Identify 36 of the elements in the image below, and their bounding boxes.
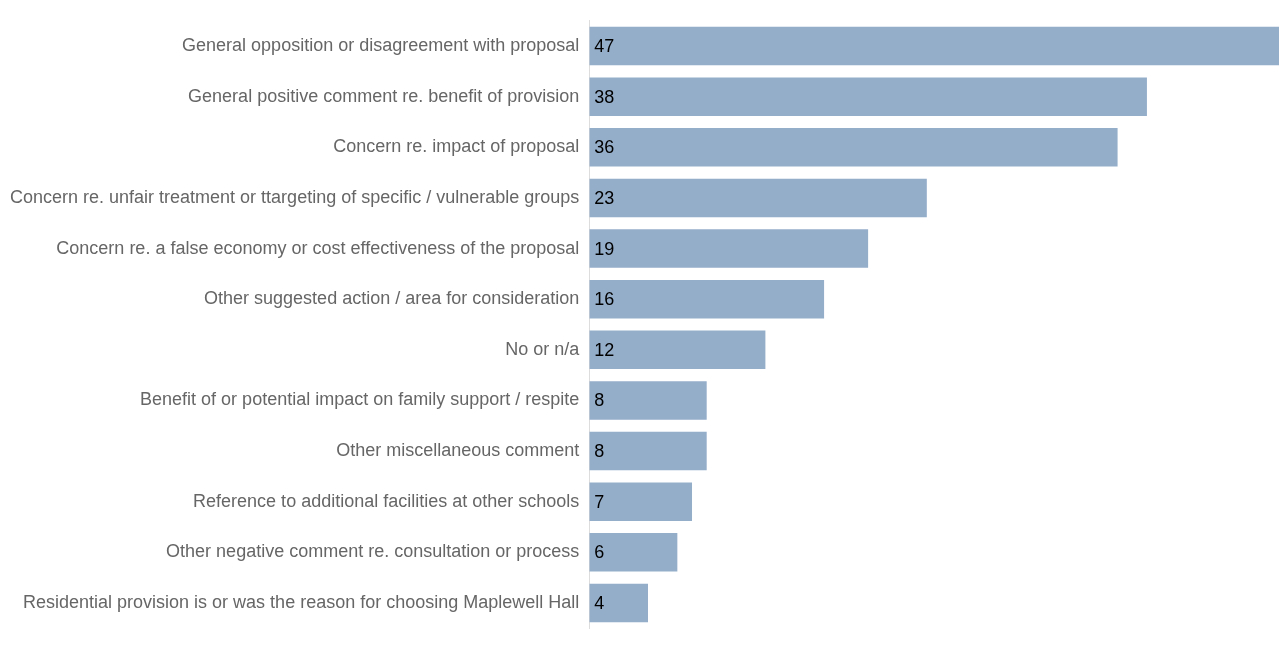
data-label: 8 xyxy=(594,441,605,462)
y-tick-label: Concern re. impact of proposal xyxy=(333,136,580,157)
data-label: 23 xyxy=(594,187,615,208)
data-label: 8 xyxy=(594,390,605,411)
bar xyxy=(589,330,766,370)
y-tick-label: Other negative comment re. consultation or process xyxy=(166,541,580,562)
data-label: 47 xyxy=(594,36,615,57)
y-tick-label: Concern re. a false economy or cost effectiveness of the proposal xyxy=(56,237,580,258)
data-label: 4 xyxy=(594,592,605,613)
y-tick-label: Reference to additional facilities at other schools xyxy=(193,490,580,511)
data-label: 6 xyxy=(594,542,605,563)
data-label: 7 xyxy=(594,491,605,512)
data-label: 36 xyxy=(594,137,615,158)
bar xyxy=(589,431,707,471)
y-tick-label: Other miscellaneous comment xyxy=(336,440,580,461)
data-label: 12 xyxy=(594,339,615,360)
y-tick-label: Other suggested action / area for consideration xyxy=(204,288,580,309)
bar xyxy=(589,77,1147,116)
bar xyxy=(589,381,707,420)
bar xyxy=(589,128,1118,167)
y-tick-label: Residential provision is or was the reason for choosing Maplewell Hall xyxy=(23,591,580,612)
bar xyxy=(589,583,648,623)
data-label: 38 xyxy=(594,86,615,107)
y-tick-label: Benefit of or potential impact on family support / respite xyxy=(140,389,580,410)
bar xyxy=(589,533,678,572)
bar xyxy=(589,178,927,218)
y-tick-label: General opposition or disagreement with proposal xyxy=(182,35,580,56)
bar xyxy=(589,279,825,319)
bar xyxy=(589,26,1279,66)
y-tick-label: General positive comment re. benefit of provision xyxy=(188,85,580,106)
y-tick-label: No or n/a xyxy=(505,338,581,359)
bar xyxy=(589,229,869,268)
data-label: 19 xyxy=(594,238,615,259)
y-tick-label: Concern re. unfair treatment or ttargeting of specific / vulnerable groups xyxy=(10,186,580,207)
bar xyxy=(589,482,693,521)
data-label: 16 xyxy=(594,289,615,310)
